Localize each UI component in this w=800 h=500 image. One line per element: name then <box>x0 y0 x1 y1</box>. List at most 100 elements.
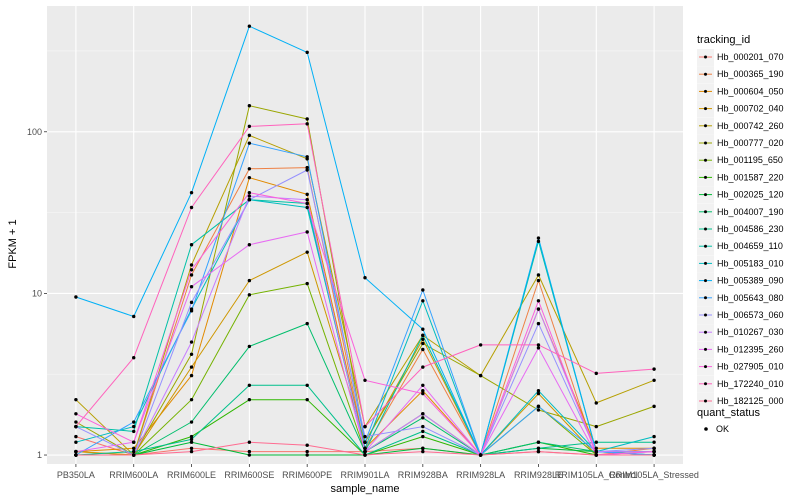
data-point <box>305 281 309 286</box>
data-point <box>189 340 194 344</box>
legend2-key-point <box>704 427 708 431</box>
data-point <box>247 293 252 297</box>
data-point <box>189 273 194 277</box>
legend-key-point <box>704 210 707 214</box>
data-point <box>478 453 483 457</box>
legend-key-point <box>704 55 707 59</box>
data-point <box>305 453 309 457</box>
data-point <box>536 278 541 283</box>
y-tick-label: 100 <box>27 127 42 137</box>
data-point <box>363 276 367 280</box>
data-point <box>247 167 252 171</box>
legend-label: Hb_010267_030 <box>717 327 784 337</box>
data-point <box>247 133 252 138</box>
x-tick-label: RRIM600LE <box>167 470 216 480</box>
data-point <box>247 24 252 28</box>
data-point <box>421 365 425 369</box>
legend-label: Hb_182125_000 <box>717 396 784 406</box>
data-point <box>74 397 78 402</box>
legend-label: Hb_001587_220 <box>717 172 784 182</box>
data-point <box>74 434 78 439</box>
legend-key-point <box>704 141 707 145</box>
data-point <box>536 239 541 244</box>
legend-label: Hb_005643_080 <box>717 293 784 303</box>
legend-key-point <box>704 124 707 128</box>
data-point <box>421 412 425 416</box>
data-point <box>421 389 425 393</box>
data-point <box>652 453 656 457</box>
data-point <box>305 449 309 454</box>
data-point <box>652 446 656 451</box>
data-point <box>132 453 136 457</box>
x-tick-label: RRIM901LA <box>340 470 389 480</box>
data-point <box>363 424 367 429</box>
data-point <box>305 165 309 170</box>
data-point <box>189 190 194 195</box>
legend-label: Hb_000742_260 <box>717 121 784 131</box>
data-point <box>189 300 194 305</box>
data-point <box>363 449 367 454</box>
x-tick-label: RRIM105LA_Stressed <box>609 470 699 480</box>
x-tick-label: RRIM928LE <box>514 470 563 480</box>
data-point <box>421 327 425 331</box>
data-point <box>363 434 367 439</box>
data-point <box>363 453 367 457</box>
data-point <box>189 434 194 439</box>
data-point <box>247 278 252 283</box>
data-point <box>189 365 194 369</box>
data-point <box>652 404 656 409</box>
legend-label: Hb_005183_010 <box>717 258 784 268</box>
data-point <box>536 321 541 326</box>
data-point <box>247 453 252 457</box>
data-point <box>247 175 252 180</box>
data-point <box>189 420 194 424</box>
data-point <box>247 190 252 195</box>
data-point <box>652 440 656 444</box>
data-point <box>305 117 309 121</box>
data-point <box>305 168 309 172</box>
data-point <box>189 205 194 210</box>
data-point <box>536 440 541 444</box>
legend-key-point <box>704 296 707 300</box>
legend-label: Hb_172240_010 <box>717 379 784 389</box>
data-point <box>305 250 309 254</box>
data-point <box>189 352 194 356</box>
legend-label: Hb_004007_190 <box>717 207 784 217</box>
legend-title: tracking_id <box>697 34 750 46</box>
x-axis-title: sample_name <box>330 483 399 495</box>
data-point <box>189 437 194 442</box>
data-point <box>421 383 425 388</box>
data-point <box>132 446 136 451</box>
data-point <box>132 420 136 424</box>
legend-label: Hb_000777_020 <box>717 138 784 148</box>
legend-label: Hb_005389_090 <box>717 276 784 286</box>
data-point <box>536 404 541 409</box>
data-point <box>247 397 252 402</box>
data-point <box>305 383 309 388</box>
legend-key-point <box>704 175 707 179</box>
x-tick-label: RRIM600SE <box>224 470 274 480</box>
legend-key-point <box>704 382 707 386</box>
data-point <box>652 449 656 454</box>
legend-label: Hb_004659_110 <box>717 241 783 251</box>
data-point <box>305 192 309 197</box>
data-point <box>536 391 541 396</box>
data-point <box>421 434 425 439</box>
data-point <box>652 367 656 371</box>
data-point <box>652 434 656 439</box>
data-point <box>132 314 136 319</box>
data-point <box>421 347 425 352</box>
data-point <box>132 356 136 360</box>
data-point <box>305 230 309 234</box>
data-point <box>247 383 252 388</box>
data-point <box>247 124 252 129</box>
data-point <box>536 236 541 240</box>
data-point <box>189 449 194 454</box>
x-tick-label: PB350LA <box>57 470 95 480</box>
data-point <box>247 344 252 349</box>
y-tick-label: 10 <box>32 288 42 298</box>
legend-key-point <box>704 89 707 93</box>
data-point <box>594 371 598 376</box>
data-point <box>536 346 541 350</box>
